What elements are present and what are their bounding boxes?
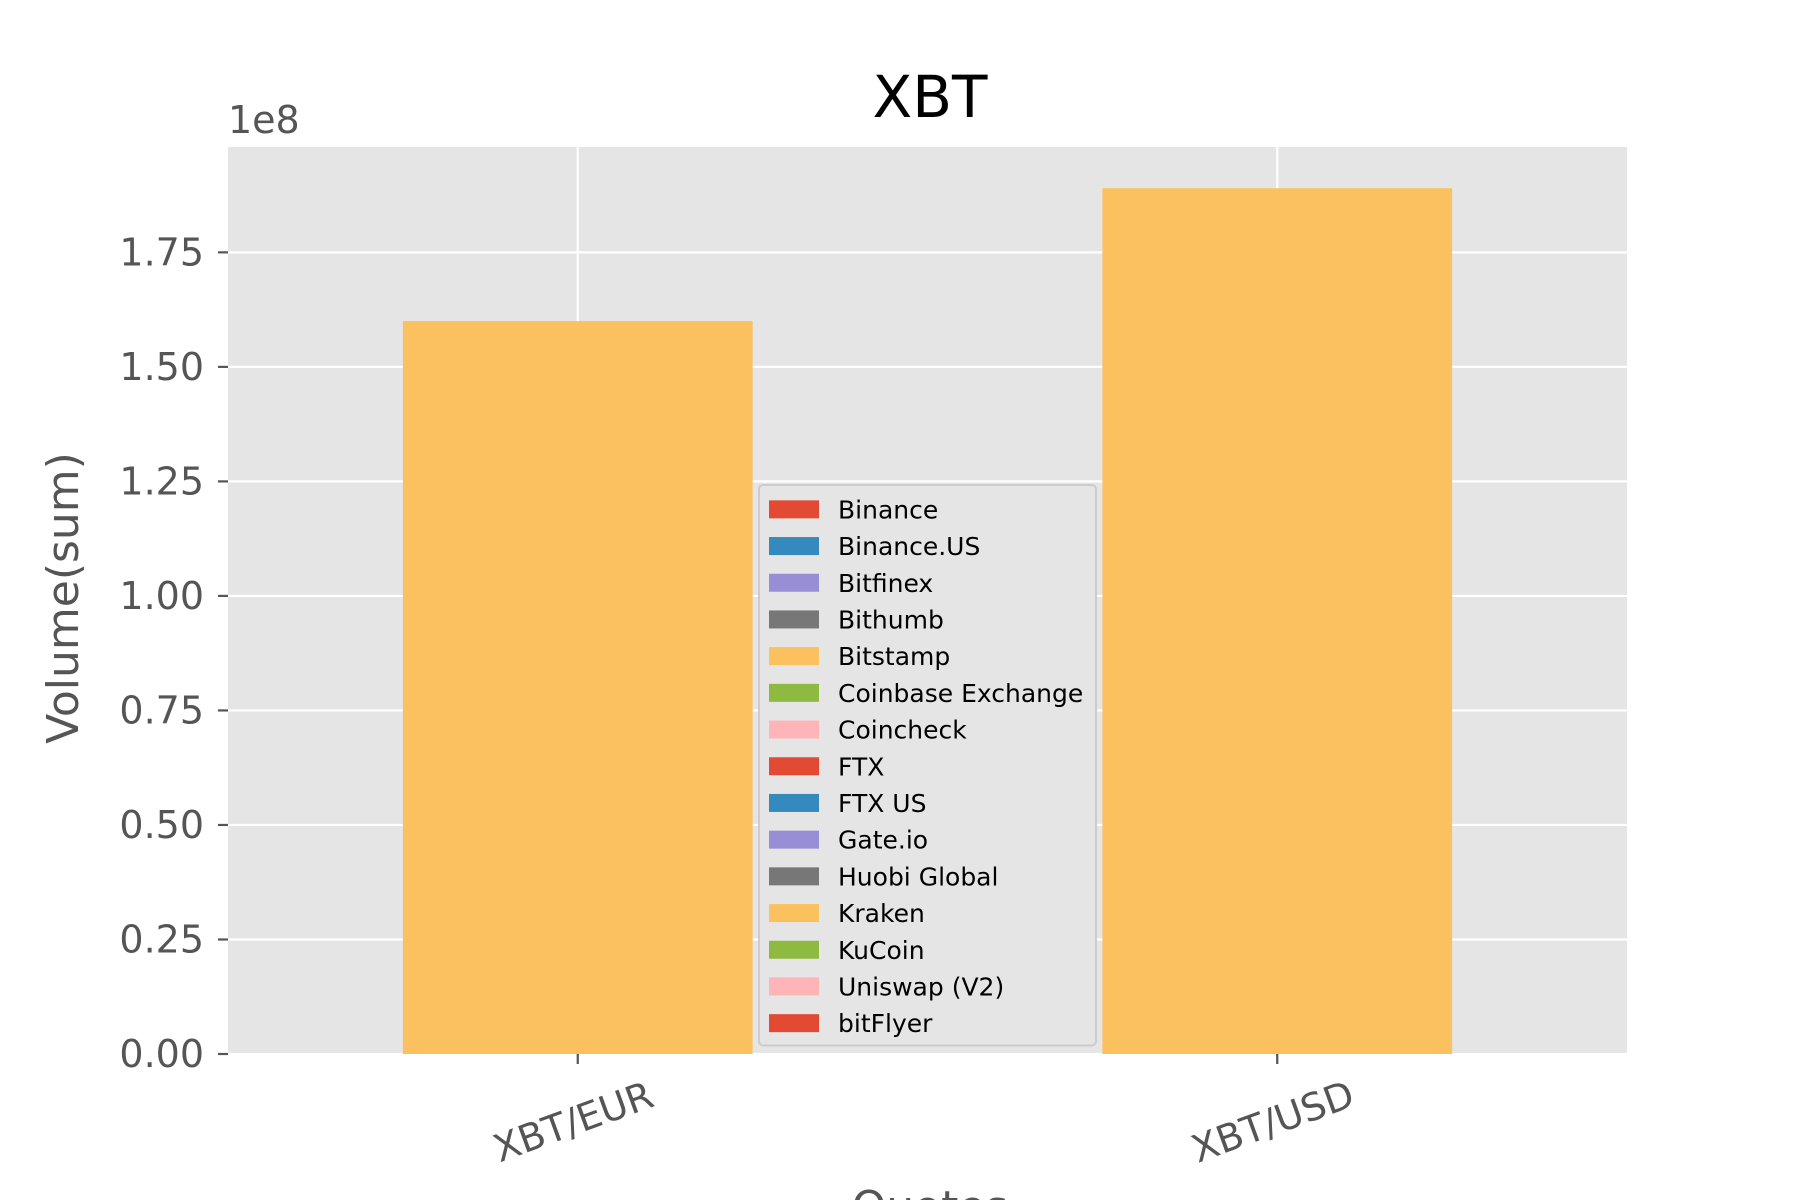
y-offset-label: 1e8 (228, 98, 300, 142)
legend-swatch (769, 830, 819, 849)
legend-label: Bithumb (838, 605, 944, 634)
legend-label: Gate.io (838, 826, 928, 855)
legend-label: Kraken (838, 899, 925, 928)
legend-swatch (769, 537, 819, 556)
y-axis: 0.00 0.25 0.50 0.75 1.00 1.25 1.50 1.75 (119, 230, 228, 1076)
legend-swatch (769, 683, 819, 702)
legend-swatch (769, 610, 819, 629)
legend-label: Bitstamp (838, 642, 950, 671)
legend-label: FTX (838, 752, 884, 781)
legend-swatch (769, 720, 819, 739)
x-axis-label: Quotes (852, 1182, 1009, 1200)
legend-swatch (769, 977, 819, 996)
y-tick-label: 0.25 (119, 917, 204, 961)
legend-swatch (769, 573, 819, 592)
y-tick-label: 1.50 (119, 345, 204, 389)
bars (402, 188, 1453, 1055)
legend-label: Binance.US (838, 532, 980, 561)
legend-swatch (769, 904, 819, 923)
legend-swatch (769, 1014, 819, 1033)
bar-kraken-0 (402, 321, 753, 1055)
legend-swatch (769, 867, 819, 886)
legend-label: Binance (838, 495, 938, 524)
x-tick-label: XBT/USD (1186, 1072, 1360, 1171)
legend-label: Coincheck (838, 716, 967, 745)
legend-swatch (769, 940, 819, 959)
y-tick-label: 1.00 (119, 574, 204, 618)
y-tick-label: 0.50 (119, 803, 204, 847)
legend-label: FTX US (838, 789, 926, 818)
y-tick-label: 1.25 (119, 459, 204, 503)
legend-frame (758, 484, 1097, 1047)
y-tick-label: 0.00 (119, 1032, 204, 1076)
chart-title: XBT (873, 63, 989, 131)
x-axis: XBT/EUR XBT/USD (488, 1054, 1360, 1171)
legend-label: Bitfinex (838, 569, 933, 598)
x-tick-label: XBT/EUR (488, 1073, 659, 1171)
legend-label: bitFlyer (838, 1009, 933, 1038)
legend-label: KuCoin (838, 936, 925, 965)
legend-label: Coinbase Exchange (838, 679, 1083, 708)
y-axis-label: Volume(sum) (38, 452, 89, 744)
legend-label: Uniswap (V2) (838, 972, 1004, 1001)
legend-swatch (769, 647, 819, 666)
y-tick-label: 1.75 (119, 230, 204, 274)
legend: Binance Binance.US Bitfinex Bithumb Bitstamp… (758, 484, 1097, 1047)
legend-label: Huobi Global (838, 862, 998, 891)
legend-swatch (769, 757, 819, 776)
legend-swatch (769, 500, 819, 519)
legend-swatch (769, 793, 819, 812)
bar-kraken-1 (1102, 188, 1453, 1054)
y-tick-label: 0.75 (119, 688, 204, 732)
